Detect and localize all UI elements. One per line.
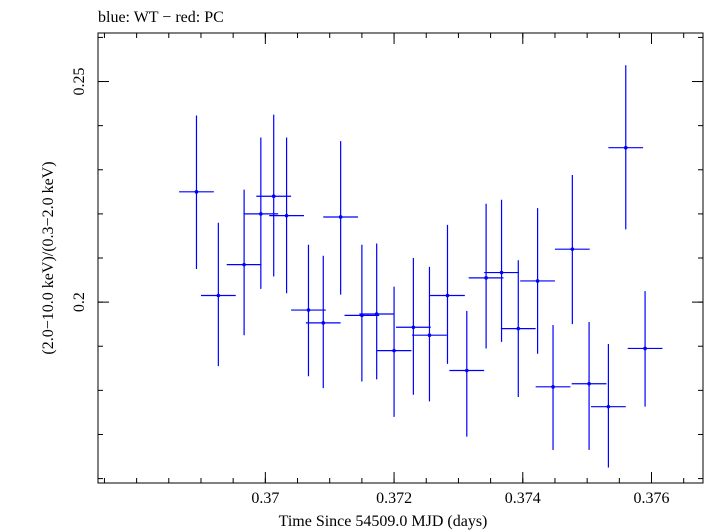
data-point <box>430 224 465 364</box>
point-marker <box>587 381 591 386</box>
point-marker <box>284 213 289 218</box>
data-point <box>535 325 571 450</box>
y-tick-label: 0.25 <box>71 68 88 96</box>
point-marker <box>623 145 628 150</box>
x-tick-label: 0.376 <box>634 490 670 507</box>
x-axis-label: Time Since 54509.0 MJD (days) <box>279 513 488 530</box>
data-point <box>359 243 395 380</box>
data-point <box>256 114 292 277</box>
point-marker <box>242 262 246 267</box>
data-point <box>243 137 279 289</box>
data-point <box>323 141 359 295</box>
point-marker <box>606 404 611 409</box>
axis-ticks <box>98 33 703 483</box>
point-marker <box>306 308 311 312</box>
data-point <box>591 344 626 468</box>
data-point <box>468 203 504 349</box>
point-marker <box>570 247 575 251</box>
chart-title: blue: WT − red: PC <box>98 9 224 26</box>
point-marker <box>338 215 343 219</box>
data-point <box>627 291 663 407</box>
data-point <box>200 222 236 367</box>
point-marker <box>516 326 521 331</box>
axis-tick-labels: 0.37 0.372 0.374 0.376 0.2 0.25 <box>71 68 670 507</box>
point-marker <box>374 312 379 316</box>
point-marker <box>271 194 276 199</box>
data-point <box>269 137 304 294</box>
point-marker <box>216 293 221 298</box>
point-marker <box>464 368 469 373</box>
data-point <box>376 286 412 417</box>
point-marker <box>194 190 199 194</box>
point-marker <box>411 325 416 330</box>
data-point <box>484 199 519 342</box>
y-axis-label: (2.0−10.0 keV)/(0.3−2.0 keV) <box>40 161 57 354</box>
point-marker <box>551 385 555 389</box>
point-marker <box>427 333 432 338</box>
point-marker <box>445 293 450 298</box>
data-point <box>226 189 262 336</box>
data-point <box>571 321 607 450</box>
x-tick-label: 0.372 <box>376 490 412 507</box>
data-point <box>344 244 380 382</box>
data-point <box>179 115 214 270</box>
data-point <box>520 208 555 354</box>
data-points <box>179 65 663 468</box>
plot-frame <box>97 32 704 484</box>
data-point <box>449 310 485 437</box>
point-marker <box>321 321 326 325</box>
y-tick-label: 0.2 <box>71 292 88 312</box>
data-point <box>608 65 644 230</box>
point-marker <box>535 279 540 283</box>
data-point <box>500 260 536 397</box>
x-tick-label: 0.374 <box>505 490 541 507</box>
point-marker <box>484 276 488 280</box>
point-marker <box>499 270 504 275</box>
point-marker <box>643 346 647 351</box>
data-point <box>305 255 341 389</box>
data-point <box>554 175 590 325</box>
x-tick-label: 0.37 <box>251 490 279 507</box>
data-point <box>395 258 431 395</box>
point-marker <box>259 212 263 216</box>
point-marker <box>392 348 396 353</box>
data-point <box>291 244 326 377</box>
data-point <box>412 266 447 402</box>
